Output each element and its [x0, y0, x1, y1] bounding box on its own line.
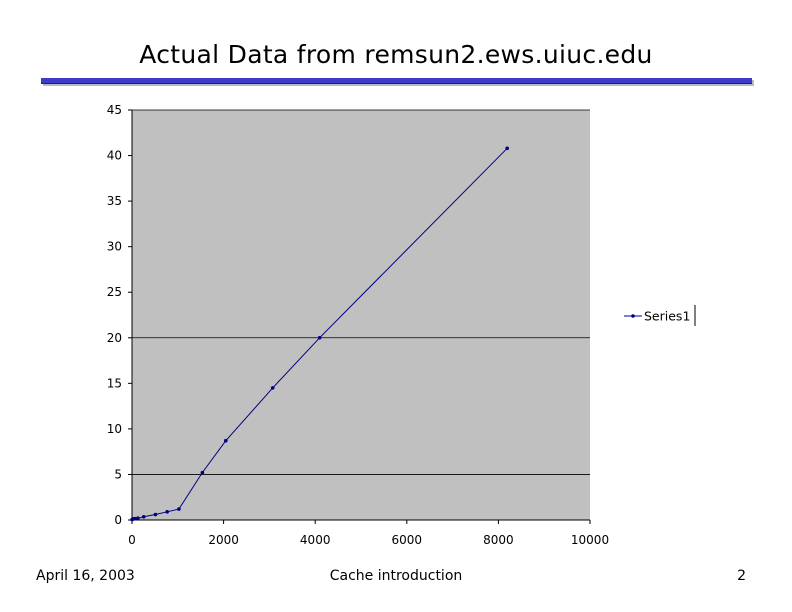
footer-date: April 16, 2003	[36, 568, 135, 584]
y-tick-label: 15	[107, 376, 122, 390]
y-tick-label: 35	[107, 194, 122, 208]
series-layer	[130, 146, 509, 522]
legend: Series1	[624, 305, 696, 326]
legend-marker	[631, 314, 635, 318]
data-point	[223, 438, 228, 443]
x-tick-label: 2000	[208, 533, 239, 547]
x-tick-label: 10000	[571, 533, 609, 547]
footer-title: Cache introduction	[329, 568, 463, 584]
y-tick-label: 20	[107, 331, 122, 345]
y-tick-label: 25	[107, 285, 122, 299]
x-tick-label: 8000	[483, 533, 514, 547]
data-point	[141, 515, 146, 519]
y-tick-label: 0	[114, 513, 122, 527]
y-tick-label: 30	[107, 240, 122, 254]
data-point	[153, 512, 158, 517]
y-tick-label: 45	[107, 103, 122, 117]
data-point	[177, 507, 181, 511]
title-rule	[41, 78, 752, 84]
data-point	[133, 516, 137, 521]
x-tick-label: 0	[128, 533, 136, 547]
data-point	[317, 335, 322, 340]
legend-label: Series1	[644, 309, 690, 324]
plot-background	[132, 110, 590, 520]
x-tick-label: 4000	[300, 533, 331, 547]
x-tick-label: 6000	[392, 533, 423, 547]
plot-area	[132, 109, 590, 520]
data-point	[505, 146, 509, 151]
axes: 0 5 10 15 20 25 30 35 40 45 0 2000 4000 6000 8000 10000	[107, 103, 609, 547]
y-tick-label: 40	[107, 149, 122, 163]
data-point	[270, 386, 275, 390]
data-point	[165, 510, 169, 514]
data-point	[136, 516, 140, 520]
page-number: 2	[737, 568, 746, 584]
y-tick-label: 5	[114, 467, 122, 481]
data-point	[200, 470, 205, 475]
y-tick-label: 10	[107, 422, 122, 436]
slide-title: Actual Data from remsun2.ews.uiuc.edu	[139, 40, 653, 69]
